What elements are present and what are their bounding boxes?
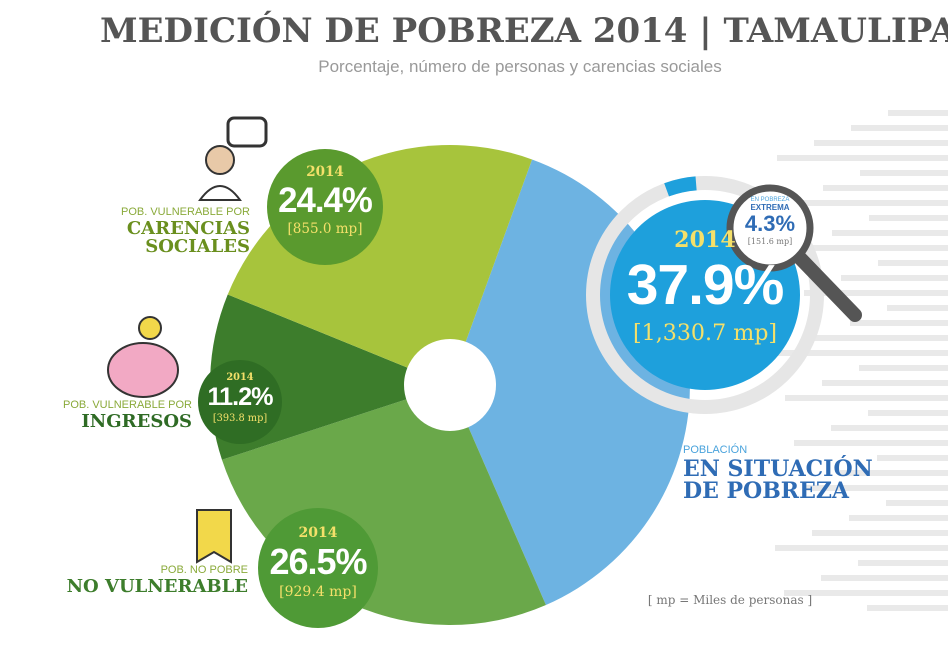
stripe bbox=[887, 305, 948, 311]
stripe bbox=[812, 530, 948, 536]
stripe bbox=[869, 215, 948, 221]
stripe bbox=[831, 425, 948, 431]
icon-person bbox=[205, 145, 235, 175]
magnifier-handle bbox=[793, 251, 862, 322]
value-label: 37.9% bbox=[626, 253, 785, 317]
category-prefix: POBLACIÓN bbox=[683, 444, 748, 456]
stripe bbox=[850, 320, 948, 326]
stripe bbox=[784, 590, 948, 596]
category-prefix: POB. VULNERABLE POR bbox=[121, 206, 250, 218]
category-prefix: POB. VULNERABLE POR bbox=[63, 399, 192, 411]
icon-badge bbox=[196, 509, 232, 564]
year: 2014 bbox=[674, 226, 736, 253]
stripe bbox=[786, 200, 948, 206]
stripe bbox=[859, 365, 948, 371]
stripe bbox=[851, 125, 948, 131]
stripe bbox=[813, 335, 948, 341]
stripe bbox=[775, 545, 948, 551]
stripe bbox=[867, 605, 948, 611]
category-label: INGRESOS bbox=[81, 411, 192, 432]
icon-person-body bbox=[198, 185, 242, 201]
stripe bbox=[804, 290, 948, 296]
stripe bbox=[785, 395, 948, 401]
category-label: NO VULNERABLE bbox=[66, 576, 248, 597]
stripe bbox=[814, 140, 948, 146]
note: [ mp = Miles de personas ] bbox=[647, 593, 813, 607]
extreme-value: 4.3% bbox=[744, 211, 796, 236]
category-label: CARENCIAS SOCIALES bbox=[126, 218, 250, 257]
extreme-prefix: EN POBREZA bbox=[750, 197, 790, 203]
stripe bbox=[823, 185, 948, 191]
people-label: [929.4 mp] bbox=[279, 584, 357, 600]
value-label: 24.4% bbox=[278, 180, 373, 220]
stripe bbox=[803, 485, 948, 491]
value-bubble bbox=[267, 149, 383, 265]
stripe bbox=[877, 455, 948, 461]
stripe bbox=[878, 260, 948, 266]
pie-hole bbox=[404, 339, 496, 431]
stripe bbox=[886, 500, 948, 506]
year: 2014 bbox=[226, 371, 254, 383]
extreme-name: EXTREMA bbox=[750, 203, 790, 212]
magnifier-lens bbox=[726, 184, 814, 272]
year: 2014 bbox=[306, 164, 344, 181]
title: MEDICIÓN DE POBREZA 2014 | TAMAULIPAS bbox=[100, 11, 948, 51]
category-label: EN SITUACIÓN DE POBREZA bbox=[683, 456, 873, 504]
stripe bbox=[795, 245, 948, 251]
stripe bbox=[777, 155, 948, 161]
stripe bbox=[822, 380, 948, 386]
stripe bbox=[841, 275, 948, 281]
stripe bbox=[860, 170, 948, 176]
stripe bbox=[832, 230, 948, 236]
value-label: 26.5% bbox=[269, 541, 367, 582]
extreme-arc bbox=[664, 176, 697, 197]
stripe bbox=[868, 410, 948, 416]
people-label: [1,330.7 mp] bbox=[632, 319, 778, 346]
people-label: [855.0 mp] bbox=[287, 221, 363, 238]
stripe bbox=[821, 575, 948, 581]
ring bbox=[586, 176, 824, 414]
year: 2014 bbox=[298, 525, 338, 541]
people-label: [393.8 mp] bbox=[212, 412, 268, 424]
stripe bbox=[858, 560, 948, 566]
stripe bbox=[794, 440, 948, 446]
icon-pig bbox=[107, 342, 179, 398]
stripe bbox=[840, 470, 948, 476]
value-bubble bbox=[198, 360, 282, 444]
stripe bbox=[888, 110, 948, 116]
category-prefix: POB. NO POBRE bbox=[160, 564, 248, 576]
value-bubble bbox=[258, 508, 378, 628]
extreme-people: [151.6 mp] bbox=[747, 237, 793, 246]
icon-bubble bbox=[226, 116, 268, 148]
stripe bbox=[849, 515, 948, 521]
icon-coin bbox=[138, 316, 162, 340]
stripe bbox=[776, 350, 948, 356]
subtitle: Porcentaje, número de personas y carenci… bbox=[318, 57, 722, 76]
value-label: 11.2% bbox=[207, 383, 273, 412]
